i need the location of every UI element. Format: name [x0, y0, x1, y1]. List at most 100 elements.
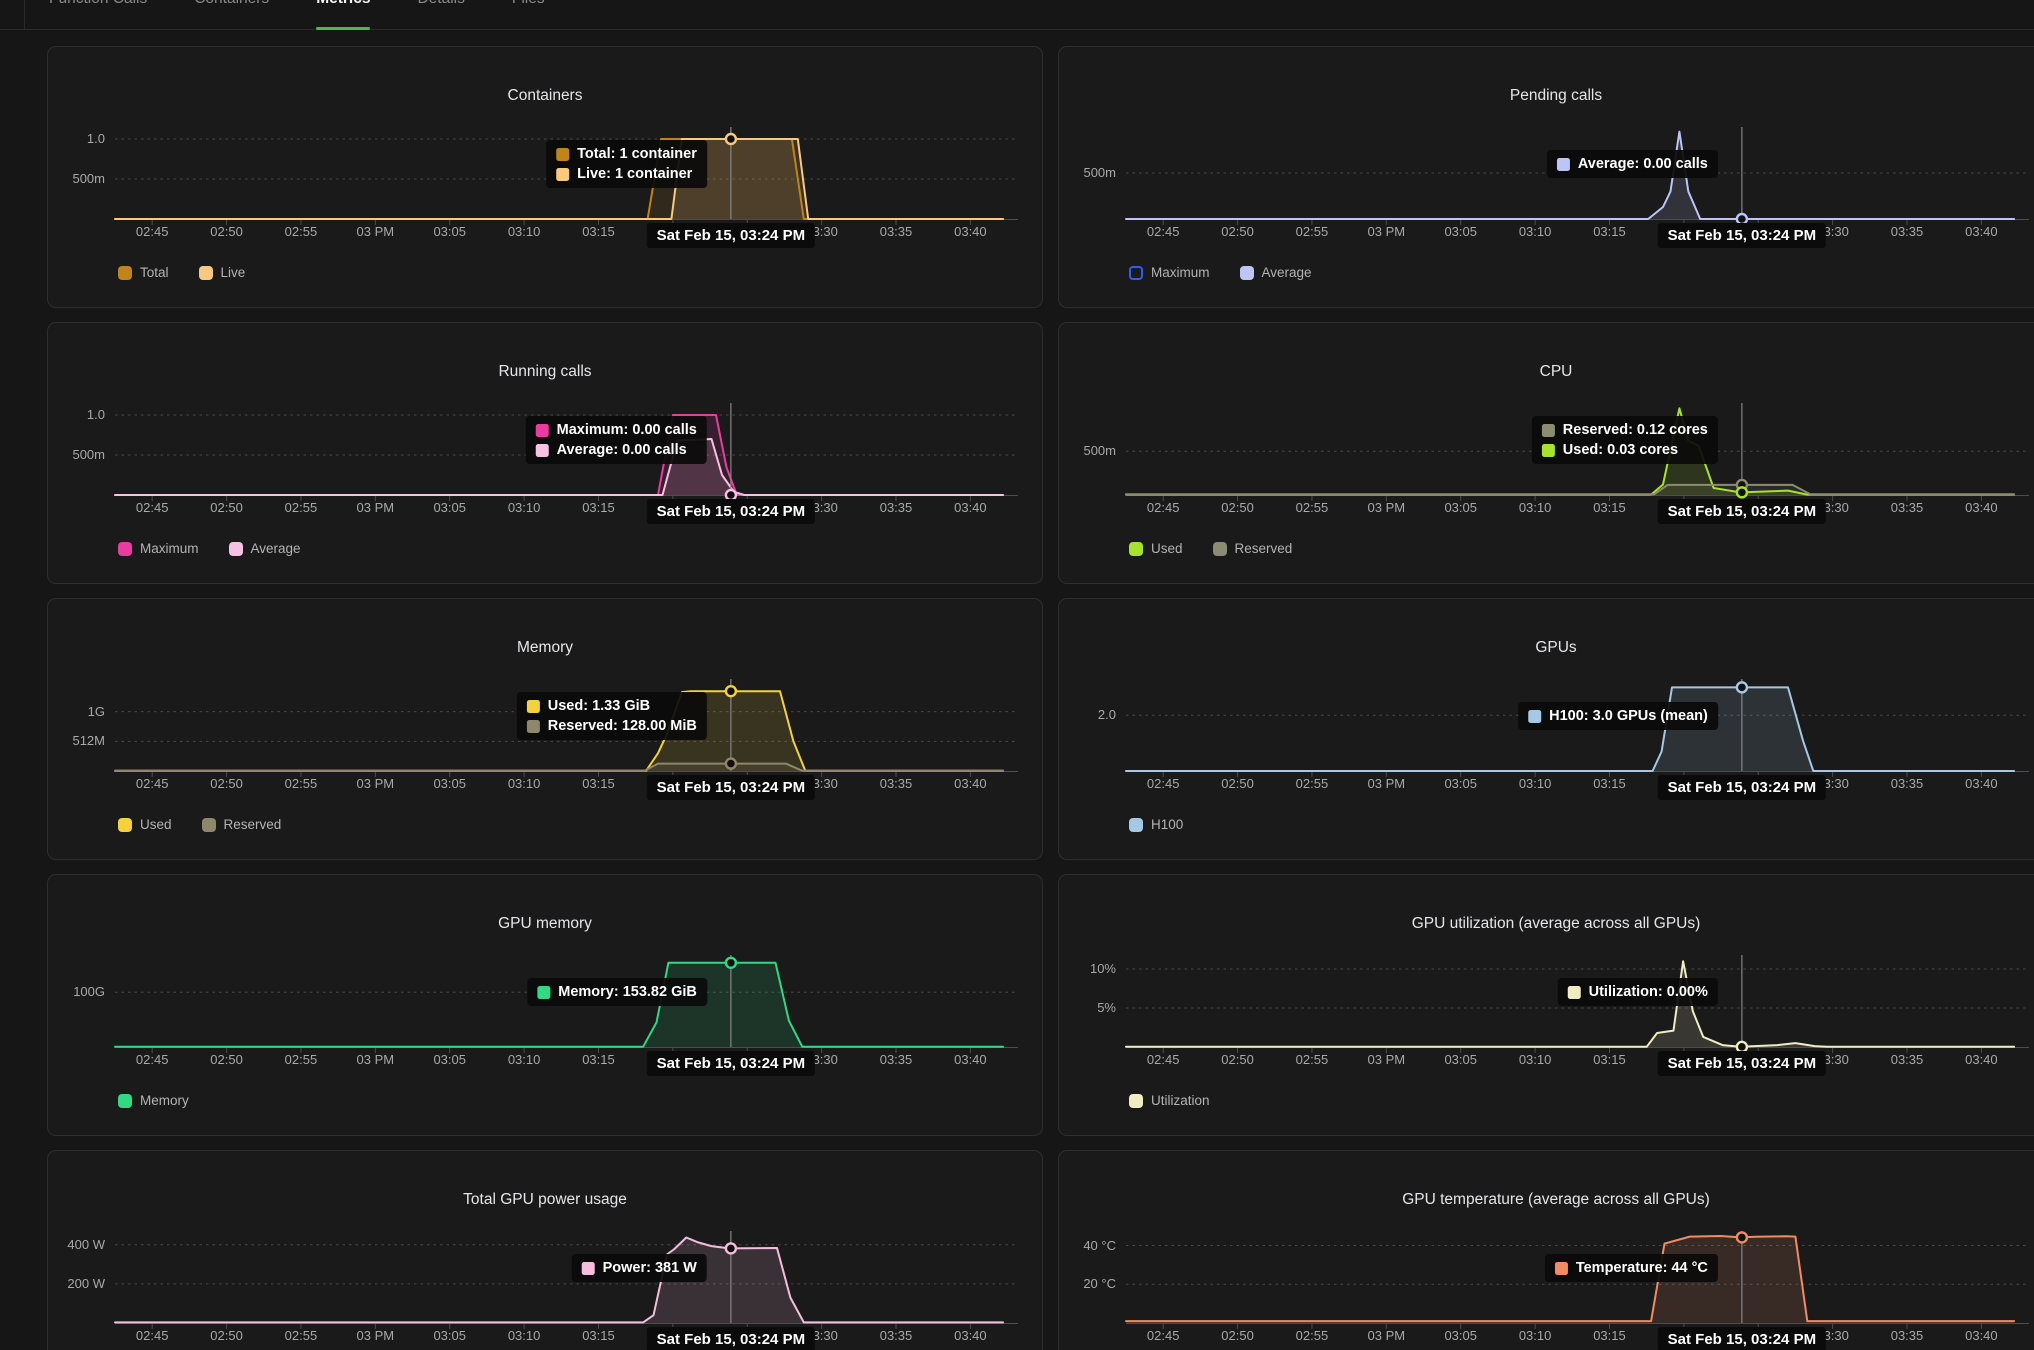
hover-marker-reserved [724, 757, 738, 770]
x-axis-label: 03:40 [1965, 500, 1998, 515]
hover-marker-temperature [1735, 1231, 1749, 1244]
legend-item-maximum[interactable]: Maximum [1129, 265, 1210, 280]
chart-title: Pending calls [1509, 87, 1603, 104]
x-axis-label: 03:15 [1593, 1328, 1626, 1343]
legend-item-average[interactable]: Average [228, 541, 301, 556]
x-axis-label: 03:40 [1965, 224, 1998, 239]
tooltip-row: Reserved: 0.12 cores [1541, 422, 1708, 438]
tab-details[interactable]: Details [417, 0, 464, 30]
series-line-utilization [1125, 960, 2016, 1048]
x-axis-label: 03 PM [1367, 224, 1406, 239]
tooltip-text: Used: 0.03 cores [1562, 442, 1679, 458]
legend-item-h100[interactable]: H100 [1129, 817, 1183, 832]
hover-tooltip: H100: 3.0 GPUs (mean) [1518, 702, 1718, 730]
tooltip-text: Average: 0.00 calls [556, 442, 687, 458]
legend-item-memory[interactable]: Memory [118, 1093, 189, 1108]
series-swatch-icon [537, 985, 551, 999]
legend-label: Memory [140, 1093, 189, 1108]
legend-item-utilization[interactable]: Utilization [1129, 1093, 1210, 1108]
x-axis-label: 02:55 [284, 1052, 318, 1067]
plot-area[interactable] [48, 599, 1044, 861]
series-swatch-icon [1556, 157, 1570, 171]
x-axis-label: 03:10 [507, 776, 541, 791]
chart-legend: Maximum Average [118, 541, 301, 556]
tooltip-row: Memory: 153.82 GiB [537, 984, 697, 1000]
x-axis-label: 02:55 [284, 776, 318, 791]
legend-item-maximum[interactable]: Maximum [118, 541, 199, 556]
plot-area[interactable] [48, 875, 1044, 1137]
legend-item-total[interactable]: Total [118, 265, 169, 280]
chart-panel-gpus: GPUs 2.0 02:45 02:50 02:55 03 PM 03:05 03:10 03:… [1058, 598, 2034, 860]
tooltip-text: Used: 1.33 GiB [547, 698, 651, 714]
series-fill-memory [115, 962, 1004, 1047]
x-axis-label: 02:55 [1295, 224, 1329, 239]
chart-title: Running calls [498, 363, 592, 380]
hover-marker-h100 [1735, 681, 1749, 694]
x-axis-label: 03 PM [356, 224, 395, 239]
tab-label: Details [417, 0, 464, 7]
legend-label: H100 [1151, 817, 1184, 832]
plot-area[interactable] [1059, 599, 2034, 861]
legend-label: Used [1151, 541, 1183, 556]
x-axis-label: 03 PM [356, 1328, 395, 1343]
tooltip-row: Reserved: 128.00 MiB [526, 718, 697, 734]
chart-panel-gpu-memory: GPU memory 100G 02:45 02:50 02:55 03 PM 03:05 0… [47, 874, 1043, 1136]
legend-item-average[interactable]: Average [1239, 265, 1312, 280]
tab-function-calls[interactable]: Function Calls [49, 0, 147, 30]
chart-legend: Utilization [1129, 1093, 1210, 1108]
legend-item-reserved[interactable]: Reserved [1212, 541, 1292, 556]
x-axis-label: 03:40 [954, 224, 987, 239]
plot-area[interactable] [1059, 875, 2034, 1137]
tooltip-row: Used: 1.33 GiB [526, 698, 697, 714]
chart-title: CPU [1539, 363, 1573, 380]
y-axis-label: 1G [87, 703, 105, 719]
x-axis-label: 03 PM [1367, 776, 1406, 791]
legend-item-reserved[interactable]: Reserved [201, 817, 281, 832]
x-axis-label: 03:10 [1518, 1052, 1552, 1067]
y-axis-label: 500m [72, 171, 105, 186]
x-axis-label: 02:55 [284, 500, 318, 515]
tooltip-row: Total: 1 container [556, 146, 697, 162]
chart-title: Total GPU power usage [463, 1191, 627, 1208]
chart-panel-containers: Containers 1.0 500m 02:45 02:50 02:55 03 PM 03:… [47, 46, 1043, 308]
chart-panel-running-calls: Running calls 1.0 500m 02:45 02:50 02:55 03 PM… [47, 322, 1043, 584]
plot-area[interactable] [48, 323, 1044, 585]
plot-area[interactable] [48, 1151, 1044, 1350]
x-axis-label: 02:45 [135, 1052, 169, 1067]
series-line-memory [114, 961, 1005, 1048]
x-axis-label: 03:15 [582, 1052, 615, 1067]
legend-item-used[interactable]: Used [118, 817, 172, 832]
x-axis-label: 02:45 [135, 776, 169, 791]
legend-label: Total [140, 265, 169, 280]
legend-label: Utilization [1151, 1093, 1210, 1108]
x-axis-label: 02:45 [1146, 1052, 1180, 1067]
y-axis-label: 500m [72, 447, 105, 462]
x-axis-label: 02:50 [210, 776, 243, 791]
x-axis-label: 03:05 [1444, 500, 1477, 515]
x-axis-label: 03:40 [954, 1328, 987, 1343]
chart-title: GPU utilization (average across all GPUs… [1411, 915, 1701, 932]
legend-item-live[interactable]: Live [198, 265, 246, 280]
y-axis-label: 20 °C [1083, 1276, 1116, 1292]
y-axis-label: 2.0 [1097, 707, 1116, 723]
x-axis-label: 03:05 [433, 1328, 466, 1343]
hover-marker-power [724, 1242, 738, 1255]
tab-containers[interactable]: Containers [194, 0, 269, 30]
x-axis-label: 03:05 [1444, 776, 1477, 791]
x-axis-label: 03:15 [582, 224, 615, 239]
series-swatch-icon [1541, 443, 1555, 457]
tab-files[interactable]: Files [512, 0, 545, 30]
plot-area[interactable] [1059, 1151, 2034, 1350]
series-fill-temperature [1126, 1236, 2015, 1323]
legend-label: Live [220, 265, 246, 280]
plot-area[interactable] [48, 47, 1044, 309]
legend-swatch-icon [1129, 1093, 1143, 1108]
x-axis-label: 03:35 [1890, 500, 1924, 515]
y-axis-label: 10% [1089, 961, 1116, 977]
tab-label: Metrics [316, 0, 370, 7]
legend-label: Average [1261, 265, 1312, 280]
tab-metrics[interactable]: Metrics [316, 0, 371, 30]
legend-label: Maximum [140, 541, 199, 556]
legend-swatch-icon [198, 265, 213, 280]
legend-item-used[interactable]: Used [1129, 541, 1183, 556]
